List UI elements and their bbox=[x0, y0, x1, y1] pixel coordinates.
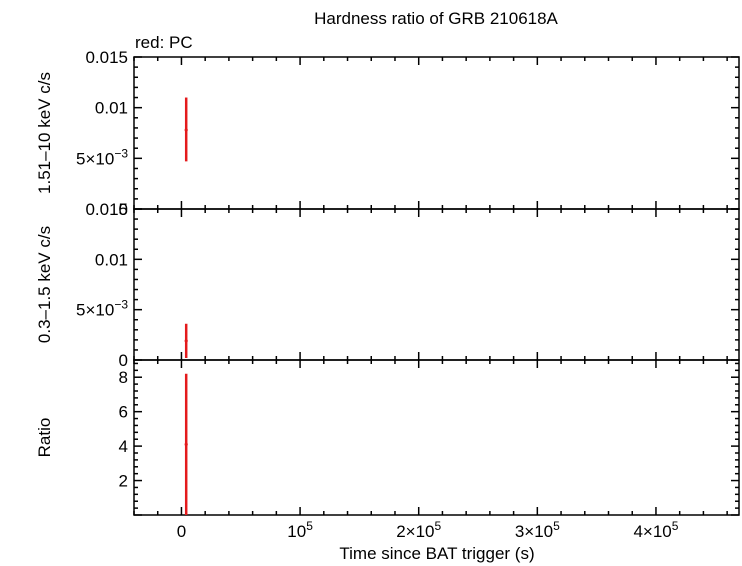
panel-frame bbox=[133, 359, 740, 516]
y-tick-label: 8 bbox=[119, 368, 128, 387]
y-axis-title: 1.51–10 keV c/s bbox=[35, 72, 54, 194]
y-tick-label: 0.015 bbox=[85, 200, 128, 219]
panel-3: 0 105 2×105 3×105 4×105 2 4 6 8 Ratio bbox=[35, 359, 740, 541]
y-tick-label: 0 bbox=[119, 351, 128, 370]
data-point bbox=[184, 339, 188, 343]
y-tick-label: 4 bbox=[119, 437, 128, 456]
x-tick-label: 0 bbox=[177, 522, 186, 541]
x-tick-label: 2×105 bbox=[396, 519, 441, 541]
y-tick-label: 6 bbox=[119, 403, 128, 422]
data-point bbox=[184, 442, 188, 446]
panel-frame bbox=[133, 56, 740, 210]
x-tick-label: 105 bbox=[287, 519, 313, 541]
panel-frame bbox=[133, 208, 740, 361]
chart-title: Hardness ratio of GRB 210618A bbox=[314, 9, 558, 28]
panel-1: 0 5×10−3 0.01 0.015 1.51–10 keV c/s bbox=[35, 48, 740, 219]
y-tick-label: 5×10−3 bbox=[76, 298, 128, 320]
x-axis-title: Time since BAT trigger (s) bbox=[339, 544, 534, 563]
y-tick-label: 0.01 bbox=[95, 99, 128, 118]
y-axis-title: 0.3–1.5 keV c/s bbox=[35, 226, 54, 343]
y-axis-title: Ratio bbox=[35, 418, 54, 458]
y-tick-label: 0.01 bbox=[95, 250, 128, 269]
data-point bbox=[184, 128, 188, 132]
y-tick-label: 5×10−3 bbox=[76, 146, 128, 168]
legend-note: red: PC bbox=[135, 33, 193, 52]
y-tick-label: 2 bbox=[119, 472, 128, 491]
y-tick-label: 0.015 bbox=[85, 48, 128, 67]
x-tick-label: 3×105 bbox=[515, 519, 560, 541]
panel-2: 0 5×10−3 0.01 0.015 0.3–1.5 keV c/s bbox=[35, 200, 740, 370]
plot-panels: 0 5×10−3 0.01 0.015 1.51–10 keV c/s 0 5×10−3 0.… bbox=[35, 48, 740, 541]
x-tick-label: 4×105 bbox=[633, 519, 678, 541]
y-tick-label: 0 bbox=[119, 200, 128, 219]
